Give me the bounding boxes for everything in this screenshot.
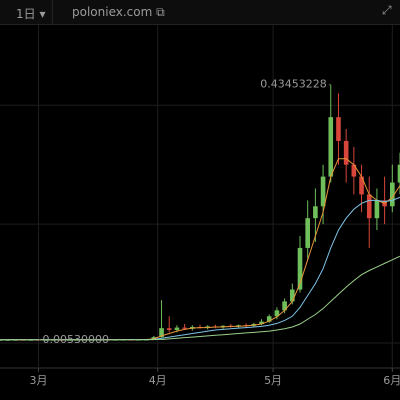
interval-select[interactable]: 1日 ▾ <box>16 7 46 21</box>
candle-body <box>274 310 280 317</box>
candle-body <box>313 206 318 219</box>
candle-body <box>259 321 264 325</box>
candle-body <box>166 328 172 330</box>
x-tick-label: 3月 <box>29 374 47 387</box>
candle-body <box>336 117 341 141</box>
candle-body <box>374 200 380 219</box>
expand-button[interactable]: ⤢ <box>382 3 392 17</box>
x-tick-label: 6月 <box>383 374 400 387</box>
header: 1日 ▾ poloniex.com ⧉ ⤢ <box>0 0 400 25</box>
candle-body <box>290 289 295 302</box>
indicator-line <box>0 255 400 341</box>
candle-body <box>220 325 226 327</box>
candle-body <box>351 164 357 177</box>
candle-body <box>205 326 210 328</box>
candle-body <box>266 316 272 322</box>
candle-body <box>390 182 395 207</box>
candle-body <box>328 117 334 177</box>
annotation: 0.43453228 <box>260 78 326 91</box>
candle-body <box>305 218 310 248</box>
candle-body <box>297 247 303 290</box>
candle-body <box>159 328 164 338</box>
site-link[interactable]: poloniex.com ⧉ <box>72 5 165 19</box>
candle-body <box>182 327 187 329</box>
candle-body <box>236 325 241 327</box>
site: poloniex.com <box>72 5 153 19</box>
x-tick-label: 5月 <box>264 374 282 387</box>
candle-body <box>366 194 372 219</box>
candle-body <box>359 176 364 195</box>
indicator-line <box>0 196 400 341</box>
interval: 1日 <box>16 7 36 21</box>
indicator-line <box>0 158 400 341</box>
candle-body <box>343 140 349 165</box>
annotation: 0.00530000 <box>42 333 108 346</box>
x-tick-label: 4月 <box>149 374 167 387</box>
candle-body <box>174 327 180 330</box>
candle-body <box>320 176 326 207</box>
candle-body <box>397 164 400 183</box>
candle-body <box>282 301 287 311</box>
candle-body <box>151 337 157 340</box>
